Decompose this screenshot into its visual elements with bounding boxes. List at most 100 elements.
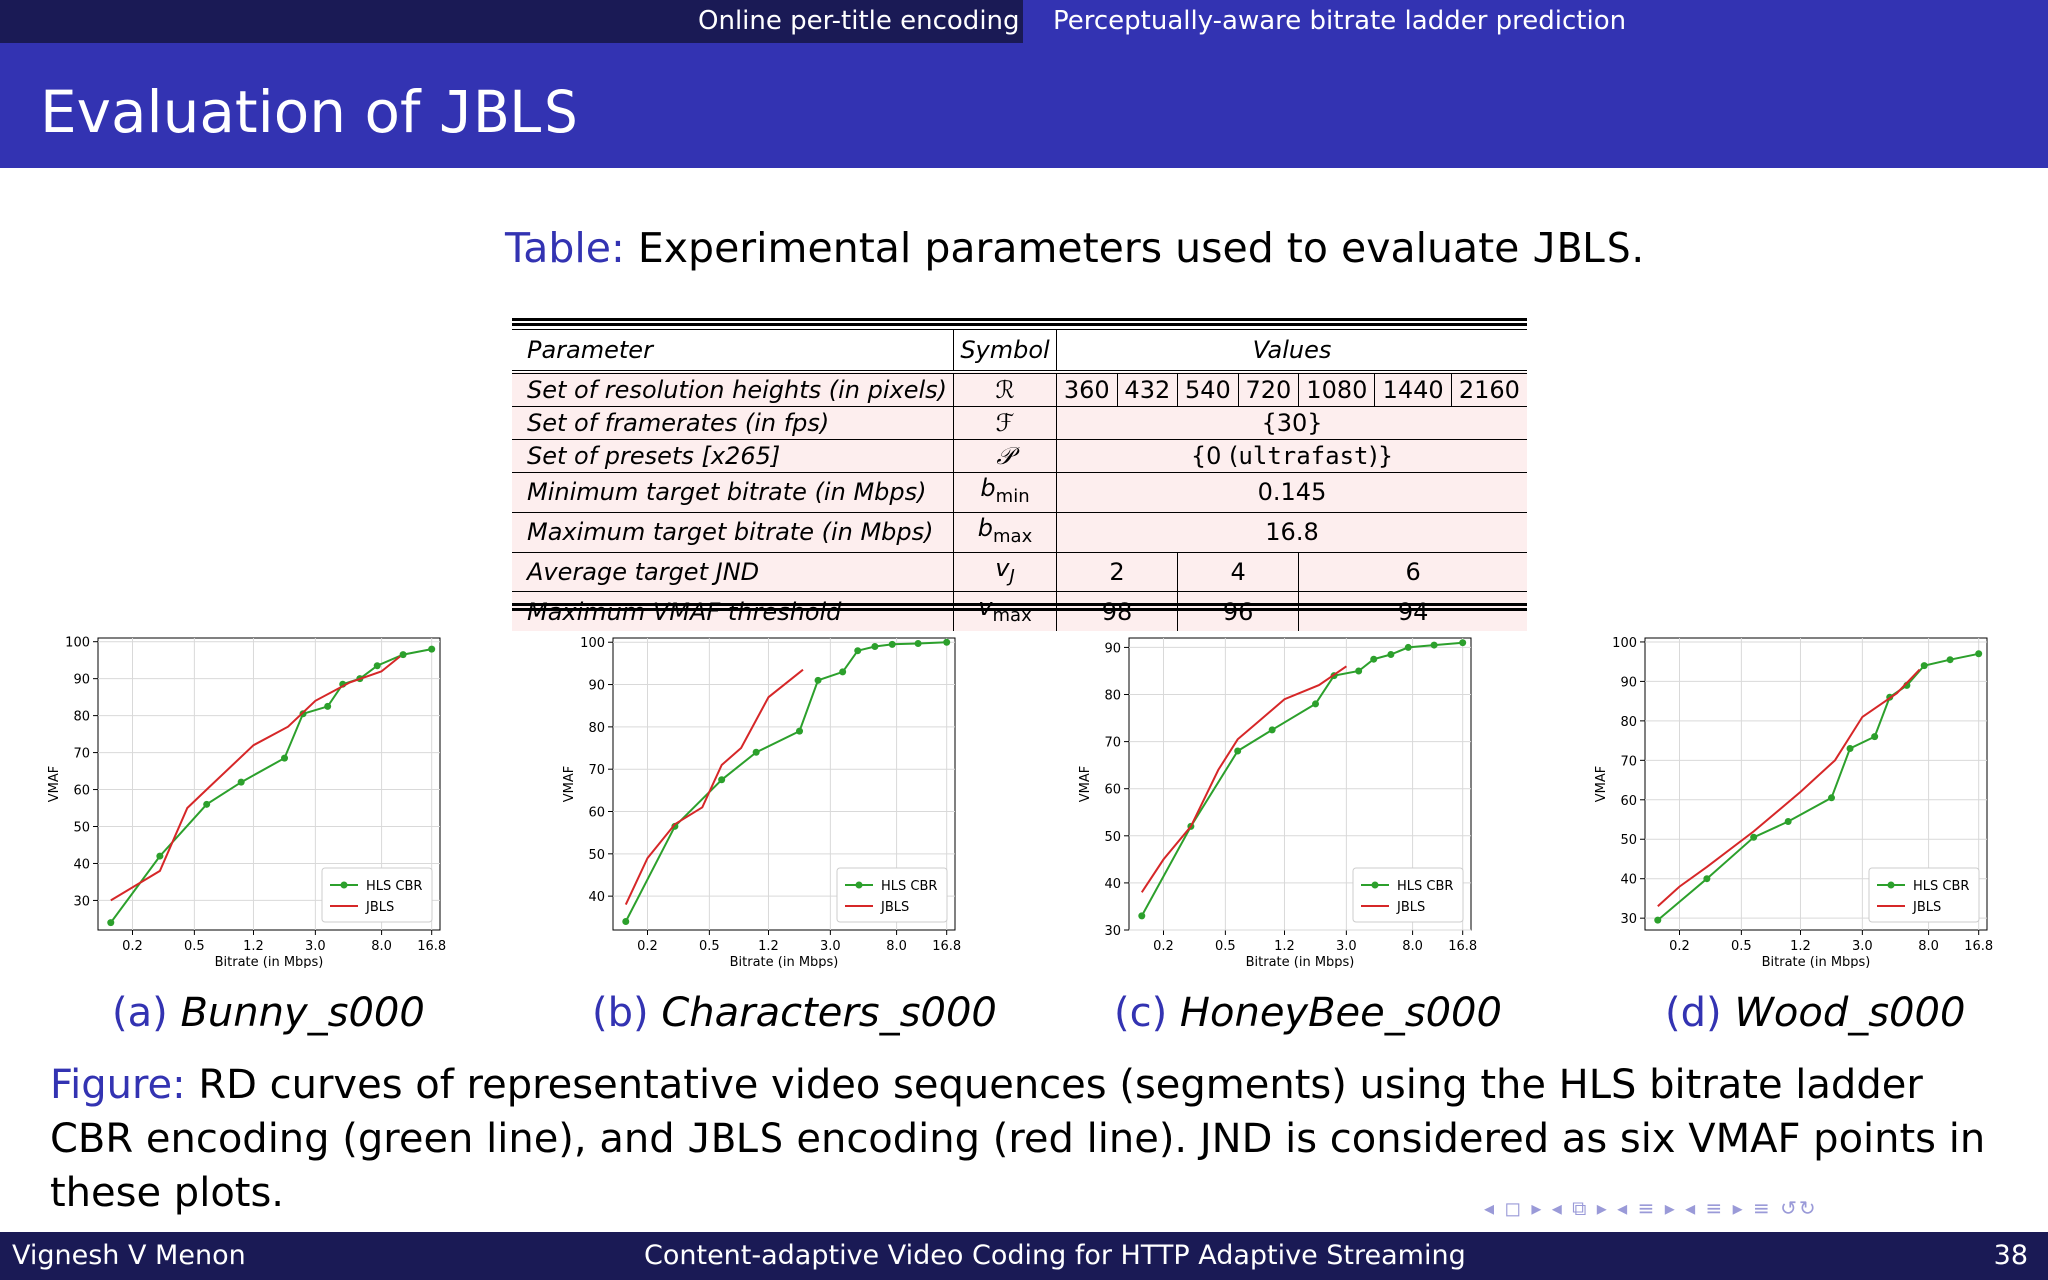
x-tick-label: 1.2 — [1274, 939, 1295, 954]
data-point — [671, 822, 679, 830]
x-tick-label: 0.2 — [637, 939, 658, 954]
data-point — [373, 662, 381, 670]
page-number: 38 — [1993, 1240, 2028, 1271]
data-point — [1975, 650, 1983, 658]
legend-marker — [1887, 881, 1895, 889]
nav-section-ladder[interactable]: Perceptually-aware bitrate ladder predic… — [1023, 0, 2048, 43]
y-tick-label: 50 — [1620, 833, 1637, 848]
series-line — [624, 668, 804, 906]
table-cell: 96 — [1177, 591, 1300, 632]
data-point — [399, 651, 407, 659]
row-label: Average target JND — [512, 551, 955, 593]
data-point — [1750, 833, 1758, 841]
y-tick-label: 90 — [1620, 675, 1637, 690]
data-point — [814, 676, 822, 684]
data-point — [622, 918, 630, 926]
row-symbol: ℛ — [953, 370, 1058, 407]
table-row: Set of resolution heights (in pixels) ℛ … — [512, 370, 1527, 407]
footer-bar: Vignesh V Menon Content-adaptive Video C… — [0, 1232, 2048, 1280]
table-cell: 94 — [1298, 591, 1527, 632]
subcaption-d: (d) Wood_s000 — [1665, 990, 1966, 1036]
x-tick-label: 0.5 — [184, 939, 205, 954]
section-nav: Online per-title encoding Perceptually-a… — [0, 0, 2048, 43]
title-bar — [0, 43, 2048, 168]
table-cell: {30} — [1056, 406, 1527, 440]
series-line — [1140, 665, 1347, 893]
table-row: Minimum target bitrate (in Mbps) bmin 0.… — [512, 472, 1527, 513]
figure-caption: Figure: RD curves of representative vide… — [50, 1062, 1986, 1216]
y-tick-label: 60 — [73, 784, 90, 799]
table-header-row: Parameter Symbol Values — [512, 329, 1527, 373]
x-axis-label: Bitrate (in Mbps) — [730, 955, 839, 968]
data-point — [428, 645, 436, 653]
rd-chart-bunny: 0.2 0.5 1.2 3.0 8.0 16.8 30 40 50 60 70 80 90 100 Bitr… — [47, 636, 446, 968]
y-tick-label: 70 — [1620, 754, 1637, 769]
y-tick-label: 40 — [1104, 877, 1121, 892]
table-cell: 360 — [1056, 370, 1118, 407]
row-label: Maximum target bitrate (in Mbps) — [512, 511, 955, 553]
y-tick-label: 80 — [588, 721, 605, 736]
rd-chart-honeybee: 0.2 0.5 1.2 3.0 8.0 16.8 30 40 50 60 70 80 90 Bitrate… — [1078, 637, 1477, 968]
x-tick-label: 8.0 — [1402, 939, 1423, 954]
col-header-symbol: Symbol — [953, 329, 1058, 373]
data-point — [1138, 912, 1146, 920]
x-tick-label: 1.2 — [758, 939, 779, 954]
row-symbol: ℱ — [953, 406, 1058, 440]
y-tick-label: 80 — [1104, 689, 1121, 704]
data-point — [943, 638, 951, 646]
y-tick-label: 40 — [1620, 873, 1637, 888]
y-tick-label: 100 — [580, 636, 605, 651]
x-tick-label: 16.8 — [1448, 939, 1477, 954]
beamer-navigation-icons[interactable]: ◂ ◻ ▸ ◂ ⧉ ▸ ◂ ≡ ▸ ◂ ≡ ▸ ≡ ↺↻ — [1484, 1196, 1818, 1220]
y-tick-label: 70 — [1104, 736, 1121, 751]
legend — [321, 867, 433, 923]
y-tick-label: 40 — [73, 857, 90, 872]
row-label: Set of presets [x265] — [512, 439, 955, 473]
table-cell: 16.8 — [1056, 511, 1527, 553]
row-symbol: bmin — [953, 472, 1058, 513]
x-tick-label: 3.0 — [305, 939, 326, 954]
table-cell: {0 (ultrafast)} — [1056, 439, 1527, 473]
legend-label: JBLS — [1396, 900, 1425, 915]
table-cell: 720 — [1237, 370, 1300, 407]
table-cell: 6 — [1298, 551, 1527, 593]
data-point — [1459, 639, 1467, 647]
data-point — [1404, 643, 1412, 651]
legend — [836, 867, 948, 923]
legend-label: HLS CBR — [366, 879, 422, 894]
table-rule — [512, 603, 1527, 606]
y-tick-label: 30 — [1104, 924, 1121, 939]
data-point — [1920, 662, 1928, 670]
table-rule — [512, 608, 1527, 611]
y-tick-label: 100 — [65, 636, 90, 651]
legend-label: HLS CBR — [1397, 879, 1453, 894]
subcaption-a: (a) Bunny_s000 — [112, 990, 425, 1036]
data-point — [796, 727, 804, 735]
x-axis-label: Bitrate (in Mbps) — [1762, 955, 1871, 968]
table-cell: 0.145 — [1056, 472, 1527, 513]
y-tick-label: 80 — [73, 710, 90, 725]
table-cell: 98 — [1056, 591, 1179, 632]
data-point — [914, 640, 922, 648]
nav-section-online[interactable]: Online per-title encoding — [698, 6, 1020, 36]
table-row: Set of framerates (in fps) ℱ {30} — [512, 406, 1527, 440]
data-point — [854, 647, 862, 655]
table-row: Maximum VMAF threshold vmax 98 96 94 — [512, 591, 1527, 632]
series-line — [624, 641, 947, 922]
x-tick-label: 0.5 — [1215, 939, 1236, 954]
series-line — [110, 655, 401, 902]
data-point — [237, 778, 245, 786]
rd-chart-wood: 0.2 0.5 1.2 3.0 8.0 16.8 30 40 50 60 70 80 90 100 Bitr… — [1594, 636, 1993, 968]
y-tick-label: 90 — [1104, 641, 1121, 656]
row-symbol: vmax — [953, 591, 1058, 632]
y-tick-label: 50 — [73, 821, 90, 836]
x-tick-label: 1.2 — [1790, 939, 1811, 954]
x-tick-label: 3.0 — [820, 939, 841, 954]
y-axis-label: VMAF — [1594, 766, 1609, 802]
y-tick-label: 60 — [1620, 794, 1637, 809]
data-point — [1387, 650, 1395, 658]
footer-author: Vignesh V Menon — [12, 1240, 246, 1271]
legend — [1352, 867, 1464, 923]
y-tick-label: 30 — [1620, 912, 1637, 927]
table-cell: 2160 — [1450, 370, 1527, 407]
